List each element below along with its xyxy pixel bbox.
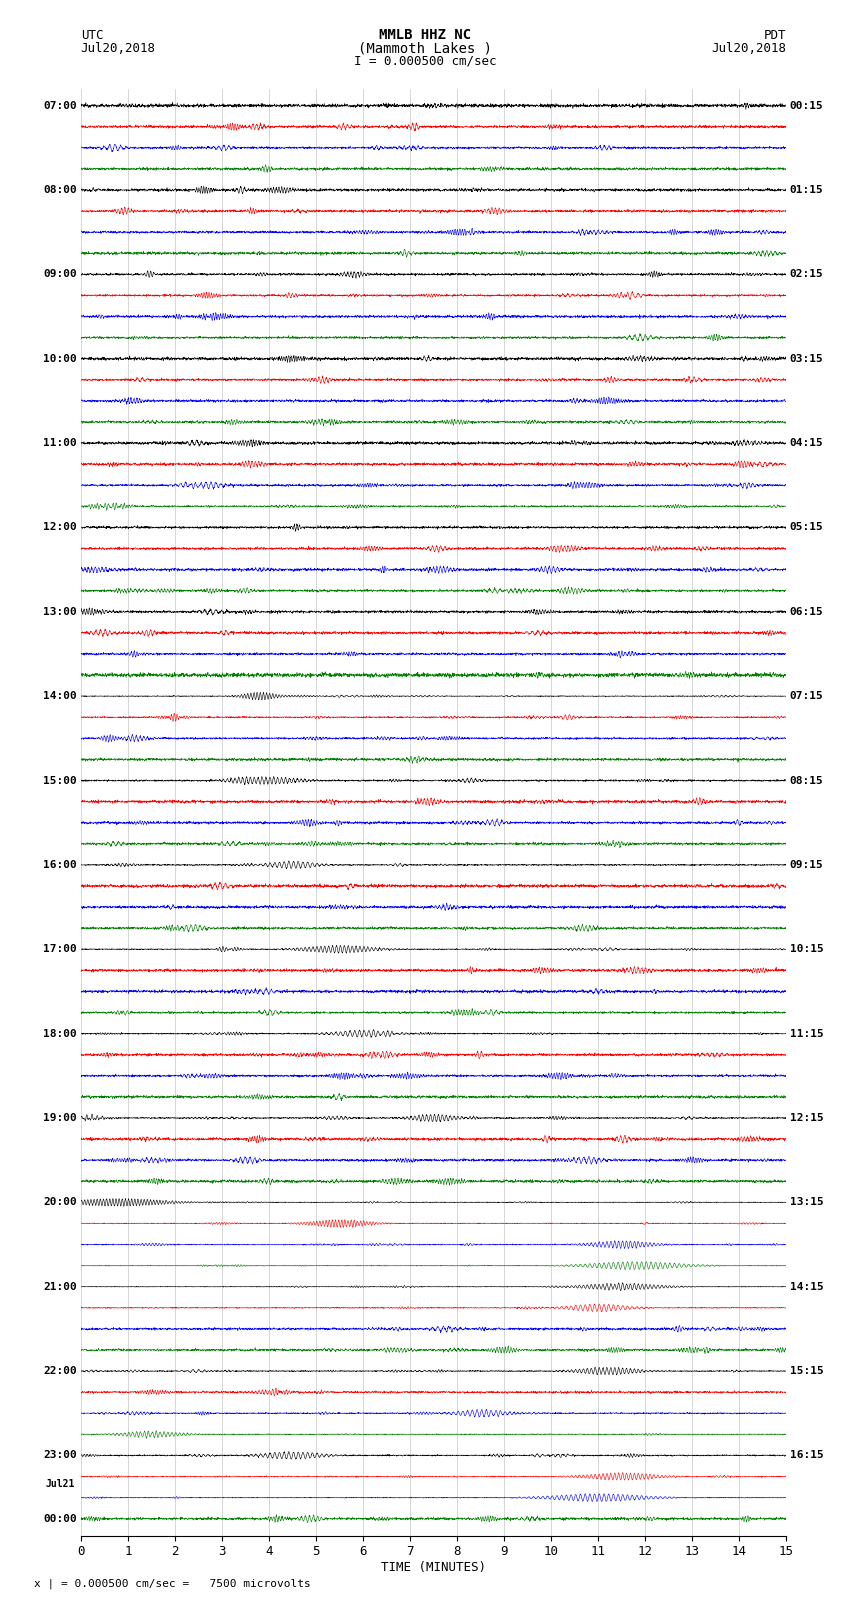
Text: 01:15: 01:15 xyxy=(790,185,824,195)
Text: 21:00: 21:00 xyxy=(43,1282,77,1292)
Text: 15:15: 15:15 xyxy=(790,1366,824,1376)
Text: 08:00: 08:00 xyxy=(43,185,77,195)
Text: 13:15: 13:15 xyxy=(790,1197,824,1208)
Text: UTC: UTC xyxy=(81,29,103,42)
Text: 14:15: 14:15 xyxy=(790,1282,824,1292)
Text: 23:00: 23:00 xyxy=(43,1450,77,1460)
Text: 14:00: 14:00 xyxy=(43,690,77,702)
Text: 18:00: 18:00 xyxy=(43,1029,77,1039)
Text: 00:15: 00:15 xyxy=(790,100,824,111)
Text: 07:00: 07:00 xyxy=(43,100,77,111)
Text: 10:00: 10:00 xyxy=(43,353,77,363)
Text: 20:00: 20:00 xyxy=(43,1197,77,1208)
Text: 09:15: 09:15 xyxy=(790,860,824,869)
Text: 11:15: 11:15 xyxy=(790,1029,824,1039)
Text: 11:00: 11:00 xyxy=(43,439,77,448)
Text: PDT: PDT xyxy=(764,29,786,42)
Text: 19:00: 19:00 xyxy=(43,1113,77,1123)
Text: 00:00: 00:00 xyxy=(43,1513,77,1524)
Text: 12:15: 12:15 xyxy=(790,1113,824,1123)
Text: (Mammoth Lakes ): (Mammoth Lakes ) xyxy=(358,42,492,55)
Text: x | = 0.000500 cm/sec =   7500 microvolts: x | = 0.000500 cm/sec = 7500 microvolts xyxy=(34,1579,311,1589)
Text: 02:15: 02:15 xyxy=(790,269,824,279)
Text: 16:00: 16:00 xyxy=(43,860,77,869)
Text: Jul20,2018: Jul20,2018 xyxy=(81,42,156,55)
Text: Jul21: Jul21 xyxy=(46,1479,75,1489)
Text: 12:00: 12:00 xyxy=(43,523,77,532)
Text: 16:15: 16:15 xyxy=(790,1450,824,1460)
Text: 15:00: 15:00 xyxy=(43,776,77,786)
Text: Jul20,2018: Jul20,2018 xyxy=(711,42,786,55)
Text: 04:15: 04:15 xyxy=(790,439,824,448)
Text: 10:15: 10:15 xyxy=(790,944,824,955)
Text: 09:00: 09:00 xyxy=(43,269,77,279)
Text: 22:00: 22:00 xyxy=(43,1366,77,1376)
Text: 17:00: 17:00 xyxy=(43,944,77,955)
Text: 03:15: 03:15 xyxy=(790,353,824,363)
Text: I = 0.000500 cm/sec: I = 0.000500 cm/sec xyxy=(354,55,496,68)
Text: 07:15: 07:15 xyxy=(790,690,824,702)
Text: 06:15: 06:15 xyxy=(790,606,824,616)
Text: 05:15: 05:15 xyxy=(790,523,824,532)
X-axis label: TIME (MINUTES): TIME (MINUTES) xyxy=(381,1561,486,1574)
Text: 13:00: 13:00 xyxy=(43,606,77,616)
Text: MMLB HHZ NC: MMLB HHZ NC xyxy=(379,29,471,42)
Text: 08:15: 08:15 xyxy=(790,776,824,786)
